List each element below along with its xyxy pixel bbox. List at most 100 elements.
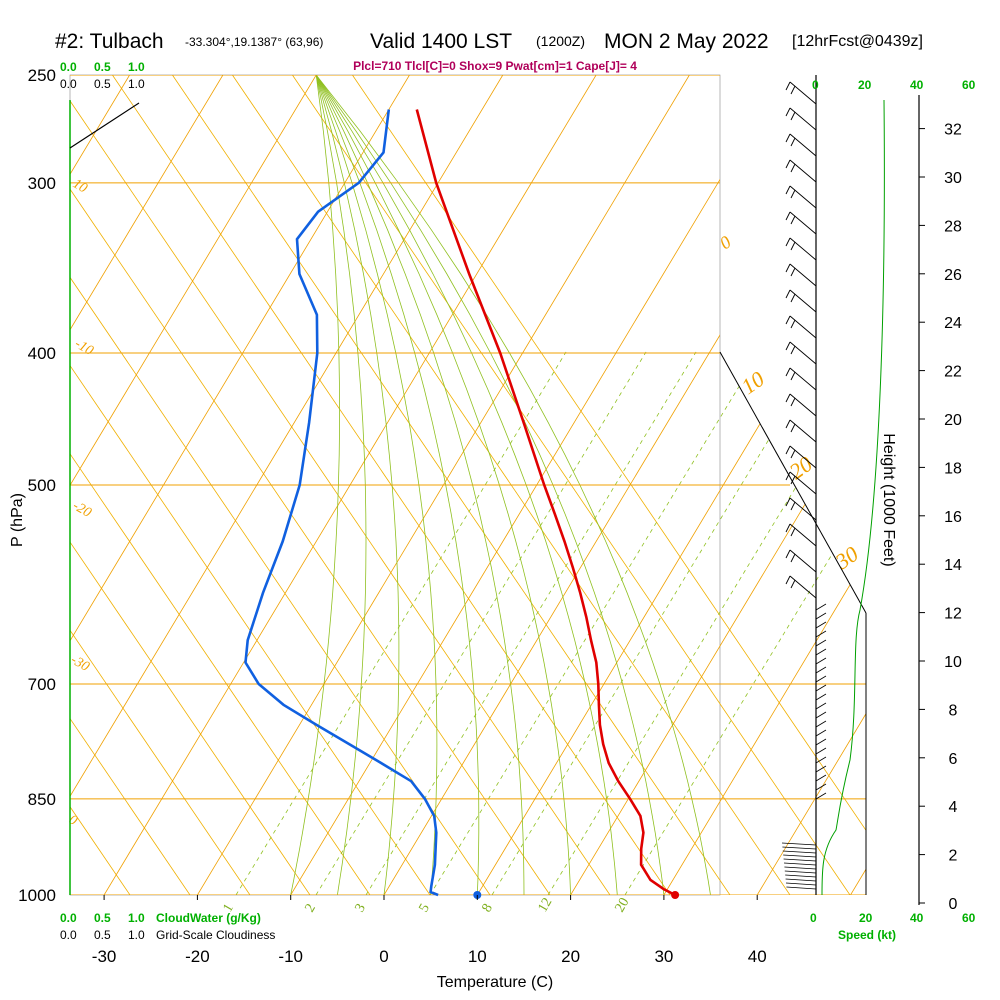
top-black-tick: 0.0 [60, 77, 77, 91]
stats-line: Plcl=710 Tlcl[C]=0 Shox=9 Pwat[cm]=1 Cap… [353, 59, 637, 73]
wind-barb [785, 263, 817, 287]
wind-barb [815, 603, 827, 611]
wind-barb [815, 684, 827, 692]
dewpoint-line [244, 109, 439, 897]
temperature-line [415, 109, 676, 897]
wind-barb [785, 523, 817, 547]
wind-scale-top-tick: 20 [858, 78, 872, 92]
temperature-tick-label: -20 [185, 947, 210, 966]
isotherm [663, 75, 866, 895]
moist-adiabat [315, 75, 400, 895]
dry-adiabat [70, 75, 311, 895]
pressure-tick-label: 500 [28, 476, 56, 495]
wind-scale-bottom-tick: 0 [810, 911, 817, 925]
forecast-info: [12hrFcst@0439z] [792, 33, 923, 50]
wind-barb [785, 419, 817, 443]
wind-barb [815, 738, 827, 746]
wind-scale-top-tick: 60 [962, 78, 976, 92]
mixing-ratio-line [491, 351, 823, 895]
wind-barb [781, 842, 817, 846]
isotherm [70, 75, 224, 895]
wind-barb [815, 702, 827, 710]
mixing-ratio-line [624, 351, 866, 895]
wind-barb [815, 720, 827, 728]
temperature-tick-label: 0 [379, 947, 388, 966]
wind-barb [782, 846, 817, 850]
wind-barb [815, 666, 827, 674]
bottom-black-tick: 0.0 [60, 928, 77, 942]
moist-adiabat [315, 75, 525, 895]
wind-scale-top-tick: 40 [910, 78, 924, 92]
wind-barb [815, 639, 827, 647]
utc-time: (1200Z) [536, 33, 585, 49]
mixing-ratio-line [315, 351, 647, 895]
wind-barb [785, 237, 817, 261]
wind-barb [785, 315, 817, 339]
wind-barb [815, 765, 827, 773]
cloudiness-profile [69, 102, 140, 149]
isotherm-label: 10 [70, 176, 90, 196]
wind-barb [785, 289, 817, 313]
bottom-black-scale: 0.0 0.5 1.0 Grid-Scale Cloudiness [60, 928, 275, 942]
pressure-tick-label: 250 [28, 66, 56, 85]
top-black-scale: 0.0 0.5 1.0 [60, 77, 145, 91]
pressure-tick-label: 400 [28, 344, 56, 363]
background-lines [70, 75, 866, 895]
moist-adiabat [315, 75, 665, 895]
height-tick-label: 8 [949, 702, 958, 719]
height-tick-label: 0 [949, 896, 958, 913]
wind-barb [815, 756, 827, 764]
mixing-ratio-label: 3 [352, 901, 368, 915]
mixing-ratio-label: 12 [535, 895, 555, 915]
isotherm-label: 0 [66, 812, 80, 828]
height-tick-label: 22 [944, 364, 962, 381]
mixing-ratio-label: 2 [302, 901, 318, 915]
pressure-tick-label: 300 [28, 174, 56, 193]
wind-barb [785, 367, 817, 391]
wind-panel-diagonal [719, 351, 867, 614]
wind-barb [785, 133, 817, 157]
wind-barb [815, 621, 827, 629]
wind-barb [783, 862, 817, 866]
top-green-tick: 1.0 [128, 60, 145, 74]
bottom-green-tick: 0.5 [94, 911, 111, 925]
wind-barb [815, 630, 827, 638]
wind-barb [815, 729, 827, 737]
wind-barb [785, 159, 817, 183]
height-tick-label: 4 [949, 799, 958, 816]
wind-barb [785, 81, 817, 105]
pressure-axis: 250 300 400 500 700 850 1000 [18, 66, 56, 905]
wind-scale-bottom-tick: 20 [859, 911, 873, 925]
pressure-tick-label: 1000 [18, 886, 56, 905]
wind-barb [785, 107, 817, 131]
bottom-black-tick: 0.5 [94, 928, 111, 942]
wind-barb [784, 870, 817, 874]
wind-barb [785, 878, 817, 882]
moist-adiabat [290, 75, 341, 895]
wind-barb [815, 612, 827, 620]
station-title: #2: Tulbach [55, 30, 164, 53]
pressure-axis-title: P (hPa) [9, 493, 26, 547]
temperature-axis: -30 -20 -10 0 10 20 30 40 [92, 895, 767, 966]
wind-barb [815, 747, 827, 755]
isotherm-label: 0 [716, 232, 735, 254]
mixing-ratio-line [235, 351, 567, 895]
height-tick-label: 12 [944, 606, 962, 623]
height-tick-label: 28 [944, 218, 962, 235]
wind-barb [785, 882, 817, 886]
height-tick-label: 18 [944, 460, 962, 477]
moist-adiabat [315, 75, 480, 895]
wind-barb [785, 211, 817, 235]
height-tick-label: 10 [944, 654, 962, 671]
temperature-tick-label: -30 [92, 947, 117, 966]
cloudiness-label: Grid-Scale Cloudiness [156, 928, 275, 942]
bottom-green-tick: 1.0 [128, 911, 145, 925]
isotherm-label: 20 [785, 451, 817, 484]
mixing-ratio-label: 20 [612, 895, 632, 915]
wind-barb [815, 675, 827, 683]
line-labels: 10 0 -10 -20 -30 0 10 20 30 1 2 3 5 8 12… [66, 176, 863, 915]
height-tick-label: 30 [944, 170, 962, 187]
top-green-scale: 0.0 0.5 1.0 [60, 60, 145, 74]
